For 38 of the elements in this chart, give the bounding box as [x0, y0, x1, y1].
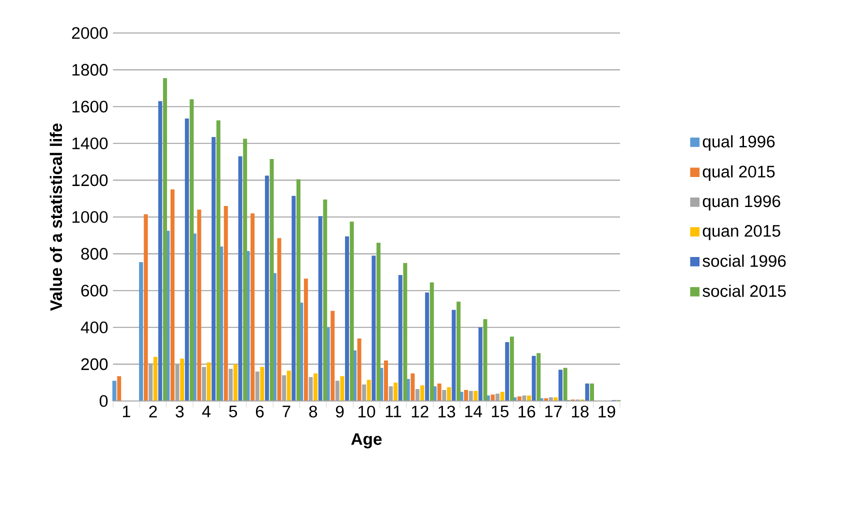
x-tick-label: 3 [176, 406, 184, 418]
x-axis-title: Age [351, 433, 382, 448]
x-tick-label: 16 [518, 406, 536, 418]
y-tick-label: 1000 [72, 211, 108, 223]
x-tick-label: 2 [149, 406, 157, 418]
y-tick-label: 0 [100, 395, 108, 407]
y-tick-label: 1600 [72, 100, 108, 113]
x-tick-label: 5 [229, 406, 238, 418]
legend-label: social 1996 [702, 254, 786, 267]
legend-label: quan 1996 [702, 195, 780, 210]
x-tick-label: 19 [598, 406, 616, 418]
x-tick-label: 4 [202, 406, 211, 418]
x-tick-label: 13 [438, 406, 456, 418]
x-tick-label: 7 [282, 406, 290, 418]
y-tick-label: 200 [81, 358, 108, 370]
x-tick-label: 18 [572, 406, 589, 418]
legend-label: qual 2015 [702, 165, 775, 181]
y-tick-label: 2000 [72, 27, 108, 39]
y-tick-label: 400 [80, 322, 108, 334]
x-tick-label: 9 [336, 406, 344, 418]
legend-label: social 2015 [702, 284, 786, 297]
x-tick-label: 11 [386, 406, 402, 418]
x-tick-label: 8 [309, 406, 318, 418]
x-tick-label: 6 [256, 406, 264, 418]
legend-label: qual 1996 [702, 135, 775, 151]
x-tick-label: 15 [492, 406, 508, 418]
x-tick-label: 10 [358, 406, 376, 418]
x-tick-label: 14 [465, 406, 482, 418]
x-tick-label: 1 [122, 406, 130, 418]
y-axis-title: Value of a statistical life [50, 124, 62, 311]
y-tick-label: 1400 [72, 138, 108, 150]
x-tick-label: 17 [545, 406, 562, 418]
y-tick-label: 1200 [72, 174, 108, 186]
y-tick-label: 1800 [72, 64, 108, 76]
y-tick-label: 800 [81, 248, 108, 260]
legend-label: quan 2015 [702, 225, 780, 240]
x-tick-label: 12 [412, 406, 428, 418]
y-tick-label: 600 [81, 284, 108, 297]
